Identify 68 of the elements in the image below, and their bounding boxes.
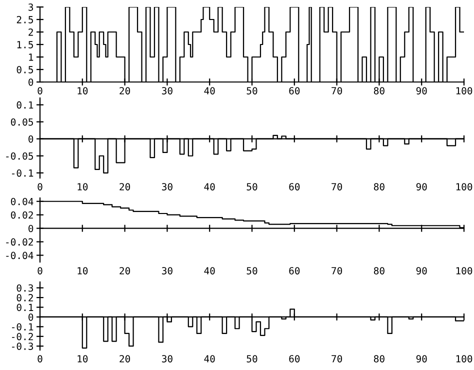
y-tick-label: 0: [28, 78, 34, 86]
x-tick-label: 40: [204, 183, 215, 190]
y-tick-label: 3: [28, 4, 34, 11]
y-tick-label: -0.1: [12, 169, 34, 177]
y-tick-label: 0.1: [16, 304, 34, 312]
x-tick-label: 80: [374, 87, 384, 94]
x-tick-label: 20: [120, 87, 130, 94]
y-tick-label: -0.2: [12, 332, 33, 340]
y-tick-label: 2.5: [16, 16, 33, 24]
y-tick-label: 1.5: [17, 41, 33, 48]
x-tick-label: 10: [78, 183, 88, 190]
y-tick-label: 0: [28, 135, 34, 143]
x-tick-label: 90: [416, 267, 427, 274]
y-tick-label: 0: [28, 313, 34, 321]
x-tick-label: 90: [416, 87, 427, 94]
y-tick-label: 0.02: [10, 211, 33, 219]
y-tick-label: 2: [28, 28, 33, 36]
x-tick-label: 100: [456, 87, 472, 94]
y-tick-label: -0.05: [6, 152, 33, 160]
x-tick-label: 60: [289, 267, 300, 274]
x-tick-label: 50: [246, 355, 258, 362]
x-tick-label: 0: [38, 267, 42, 274]
y-tick-label: 1: [29, 54, 34, 61]
y-tick-label: 0.04: [10, 198, 34, 206]
x-tick-label: 80: [374, 355, 384, 362]
y-tick-label: -0.02: [6, 238, 33, 246]
x-tick-label: 100: [456, 267, 472, 274]
y-tick-label: 0.05: [10, 118, 33, 126]
x-tick-label: 10: [78, 87, 88, 94]
y-tick-label: -0.1: [12, 323, 34, 331]
x-tick-label: 40: [204, 355, 215, 362]
x-tick-label: 100: [456, 183, 472, 190]
x-tick-label: 60: [289, 355, 300, 362]
x-tick-label: 70: [332, 87, 342, 94]
y-tick-label: -0.04: [6, 252, 34, 260]
x-tick-label: 50: [246, 267, 258, 274]
x-tick-label: 50: [246, 183, 258, 190]
x-tick-label: 50: [246, 87, 258, 94]
x-tick-label: 20: [120, 183, 130, 190]
x-tick-label: 90: [416, 183, 427, 190]
x-tick-label: 0: [38, 355, 42, 362]
y-tick-label: 0.5: [16, 66, 33, 74]
x-tick-label: 20: [120, 267, 130, 274]
y-tick-label: 0.2: [16, 294, 33, 302]
x-tick-label: 30: [162, 183, 172, 190]
x-tick-label: 80: [374, 183, 384, 190]
y-tick-label: 0.1: [16, 101, 34, 109]
y-tick-label: 0: [28, 224, 34, 232]
x-tick-label: 30: [162, 87, 172, 94]
x-tick-label: 10: [78, 267, 88, 274]
x-tick-label: 60: [289, 87, 300, 94]
x-tick-label: 70: [332, 267, 342, 274]
x-tick-label: 30: [162, 355, 172, 362]
x-tick-label: 70: [332, 355, 342, 362]
x-tick-label: 30: [162, 267, 172, 274]
x-tick-label: 40: [204, 87, 215, 94]
y-tick-label: -0.3: [12, 342, 34, 350]
x-tick-label: 80: [374, 267, 384, 274]
y-tick-label: 0.3: [16, 284, 34, 292]
x-tick-label: 40: [204, 267, 215, 274]
x-tick-label: 100: [456, 355, 472, 362]
x-tick-label: 20: [120, 355, 130, 362]
x-tick-label: 10: [78, 355, 88, 362]
x-tick-label: 60: [289, 183, 300, 190]
x-tick-label: 0: [38, 183, 42, 190]
x-tick-label: 70: [332, 183, 342, 190]
x-tick-label: 0: [38, 87, 42, 94]
x-tick-label: 90: [416, 355, 427, 362]
